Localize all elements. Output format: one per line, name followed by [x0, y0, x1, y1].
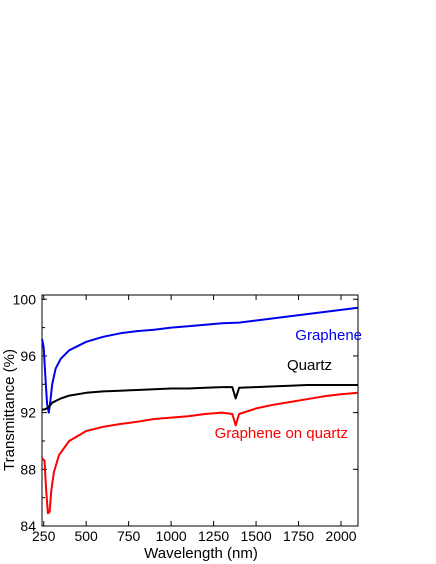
y-axis-label: Transmittance (%)	[1, 349, 18, 471]
series-label: Graphene on quartz	[215, 425, 348, 442]
x-tick-label: 250	[32, 528, 56, 544]
y-tick-label: 96	[20, 348, 36, 364]
y-tick-label: 88	[20, 461, 36, 477]
x-tick-label: 500	[74, 528, 98, 544]
series-label: Graphene	[295, 327, 362, 344]
y-tick-label: 100	[13, 291, 37, 307]
x-tick-label: 2000	[325, 528, 356, 544]
series-line	[41, 306, 359, 414]
series-label: Quartz	[287, 357, 332, 374]
x-axis-label: Wavelength (nm)	[144, 545, 258, 562]
series-line	[41, 384, 358, 411]
series-labels: Graphene Quartz Graphene on quartz	[215, 327, 362, 442]
y-tick-label: 92	[20, 405, 36, 421]
x-tick-label: 1250	[198, 528, 229, 544]
y-tick-label: 84	[20, 518, 36, 534]
x-tick-label: 1750	[283, 528, 314, 544]
x-tick-label: 750	[117, 528, 141, 544]
x-tick-label: 1000	[156, 528, 187, 544]
axis-ticks: 250 500 750 1000 1250 1500 1750 2000 84 88 92 96 100	[13, 291, 358, 544]
plot-frame	[41, 294, 359, 527]
series-layer	[41, 306, 359, 515]
series-line	[41, 391, 359, 515]
x-tick-label: 1500	[240, 528, 271, 544]
